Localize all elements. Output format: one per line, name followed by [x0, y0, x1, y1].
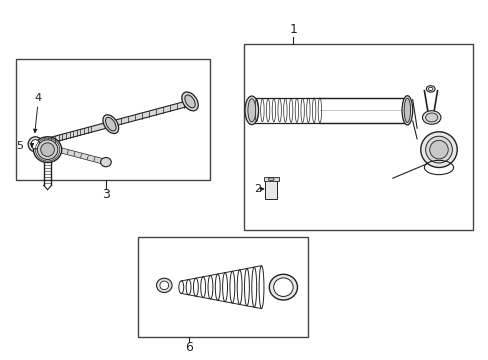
Ellipse shape [268, 178, 274, 181]
Ellipse shape [33, 137, 61, 162]
Bar [264, 177, 278, 181]
Text: 2: 2 [254, 184, 261, 194]
Ellipse shape [28, 137, 42, 152]
Text: 1: 1 [288, 23, 296, 36]
Ellipse shape [427, 87, 432, 90]
Ellipse shape [101, 157, 111, 167]
Ellipse shape [426, 86, 434, 92]
Ellipse shape [429, 140, 447, 159]
Ellipse shape [182, 92, 198, 111]
Polygon shape [41, 101, 187, 145]
Text: 4: 4 [34, 93, 41, 103]
Bar [16, 59, 210, 180]
Ellipse shape [37, 140, 58, 159]
Ellipse shape [31, 140, 40, 149]
Ellipse shape [425, 113, 437, 122]
Ellipse shape [420, 132, 456, 167]
Ellipse shape [273, 278, 292, 296]
Ellipse shape [401, 96, 412, 125]
Bar [244, 44, 472, 230]
Ellipse shape [41, 143, 54, 157]
Ellipse shape [404, 98, 410, 122]
Text: 6: 6 [184, 341, 192, 354]
Ellipse shape [105, 117, 116, 131]
Ellipse shape [425, 136, 451, 163]
Ellipse shape [160, 281, 168, 290]
Ellipse shape [247, 99, 255, 122]
Ellipse shape [244, 96, 258, 125]
Ellipse shape [102, 115, 119, 134]
Ellipse shape [156, 278, 172, 293]
Ellipse shape [422, 111, 440, 124]
Ellipse shape [184, 95, 195, 108]
Polygon shape [58, 147, 106, 165]
Text: 3: 3 [102, 188, 110, 201]
Text: 5: 5 [16, 141, 23, 151]
Bar [137, 237, 307, 337]
Bar [265, 179, 277, 199]
Ellipse shape [269, 274, 297, 300]
